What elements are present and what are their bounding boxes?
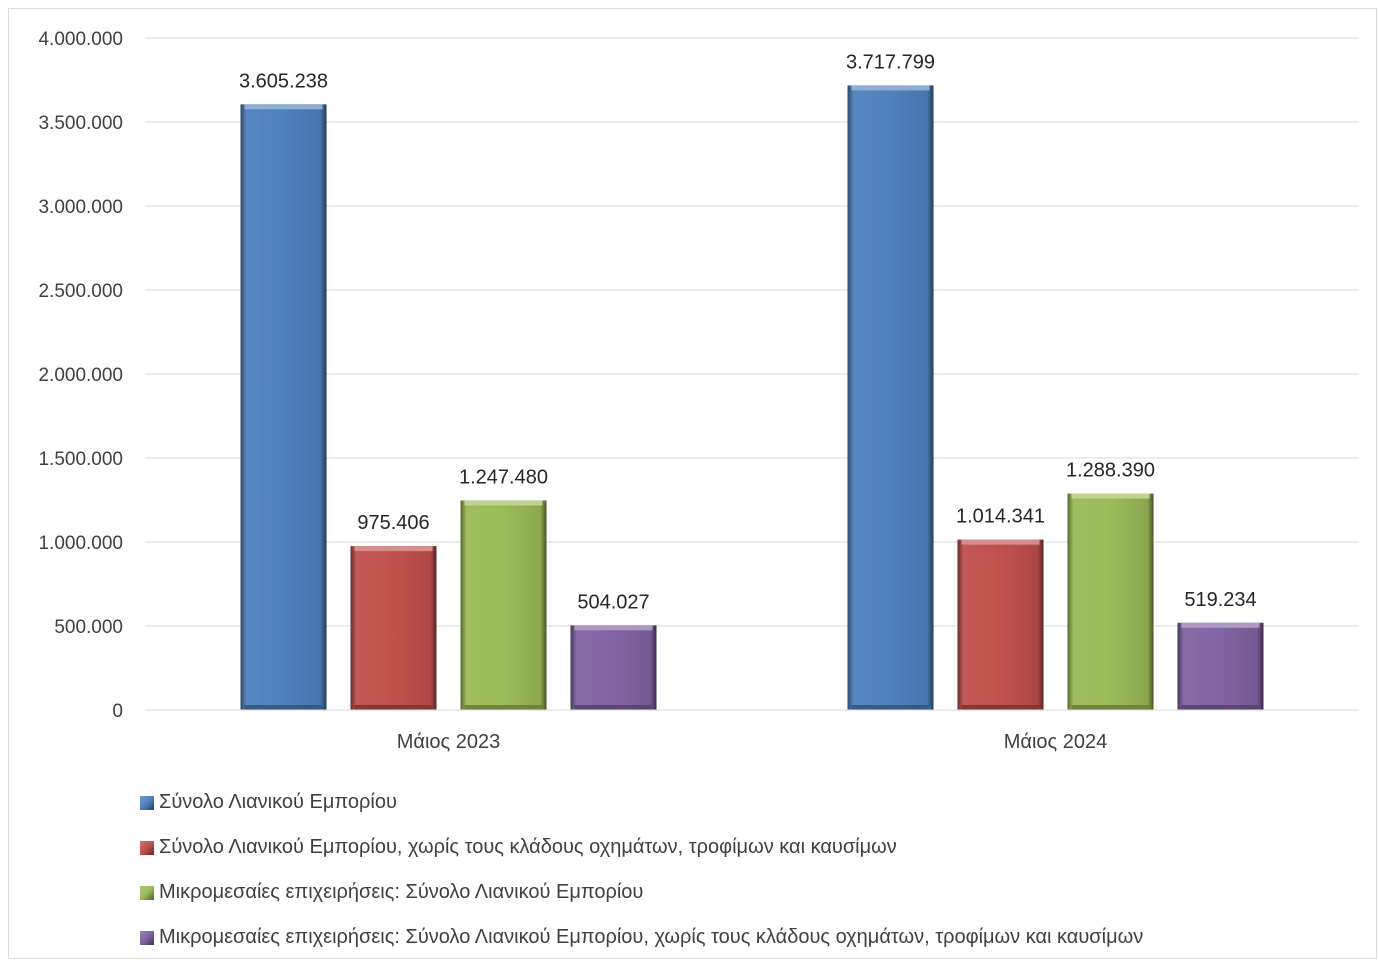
x-axis: Μάιος 2023 Μάιος 2024 <box>145 709 1359 753</box>
y-axis: 0 500.000 1.000.000 1.500.000 2.000.000 2.500… <box>38 29 123 722</box>
data-label: 3.605.238 <box>239 70 328 92</box>
y-tick-label: 3.000.000 <box>38 197 123 218</box>
data-labels: 3.605.238 975.406 1.247.480 504.027 3.717.79… <box>239 51 1257 613</box>
y-tick-label: 1.000.000 <box>38 533 123 554</box>
legend-swatch <box>140 930 154 945</box>
data-label: 1.247.480 <box>459 466 548 488</box>
bar <box>957 539 1044 710</box>
bar <box>1177 622 1264 710</box>
data-label: 504.027 <box>577 591 649 613</box>
chart-frame <box>8 8 1377 959</box>
bar <box>847 85 934 710</box>
x-category-label: Μάιος 2023 <box>397 731 500 753</box>
legend-item: Μικρομεσαίες επιχειρήσεις: Σύνολο Λιανικ… <box>140 870 1143 915</box>
legend-item: Σύνολο Λιανικού Εμπορίου, χωρίς τους κλά… <box>140 825 1143 870</box>
bar <box>570 625 657 710</box>
bar <box>1067 493 1154 710</box>
y-tick-label: 3.500.000 <box>38 113 123 134</box>
legend-label: Σύνολο Λιανικού Εμπορίου, χωρίς τους κλά… <box>159 836 897 858</box>
legend-label: Μικρομεσαίες επιχειρήσεις: Σύνολο Λιανικ… <box>159 881 644 903</box>
bar-chart: 0 500.000 1.000.000 1.500.000 2.000.000 2.500… <box>38 29 1359 753</box>
legend-item: Σύνολο Λιανικού Εμπορίου <box>140 780 1143 825</box>
bars <box>240 85 1264 711</box>
data-label: 1.014.341 <box>956 506 1045 528</box>
bar <box>350 546 437 710</box>
y-tick-label: 4.000.000 <box>38 29 123 50</box>
data-label: 519.234 <box>1184 589 1256 611</box>
bar <box>240 104 327 711</box>
legend-swatch <box>140 885 154 900</box>
gridlines <box>145 37 1359 711</box>
legend-swatch <box>140 840 154 855</box>
y-tick-label: 1.500.000 <box>38 449 123 470</box>
legend-label: Μικρομεσαίες επιχειρήσεις: Σύνολο Λιανικ… <box>159 926 1144 948</box>
x-category-label: Μάιος 2024 <box>1004 731 1107 753</box>
legend-label: Σύνολο Λιανικού Εμπορίου <box>159 791 397 813</box>
legend-swatch <box>140 795 154 810</box>
y-tick-label: 2.000.000 <box>38 365 123 386</box>
y-tick-label: 0 <box>112 701 123 722</box>
legend-item: Μικρομεσαίες επιχειρήσεις: Σύνολο Λιανικ… <box>140 915 1143 960</box>
data-label: 975.406 <box>357 512 429 534</box>
y-tick-label: 2.500.000 <box>38 281 123 302</box>
bar <box>460 500 547 710</box>
data-label: 3.717.799 <box>846 51 935 73</box>
legend: Σύνολο Λιανικού Εμπορίου Σύνολο Λιανικού … <box>140 780 1143 960</box>
data-label: 1.288.390 <box>1066 460 1155 482</box>
y-tick-label: 500.000 <box>54 617 123 638</box>
